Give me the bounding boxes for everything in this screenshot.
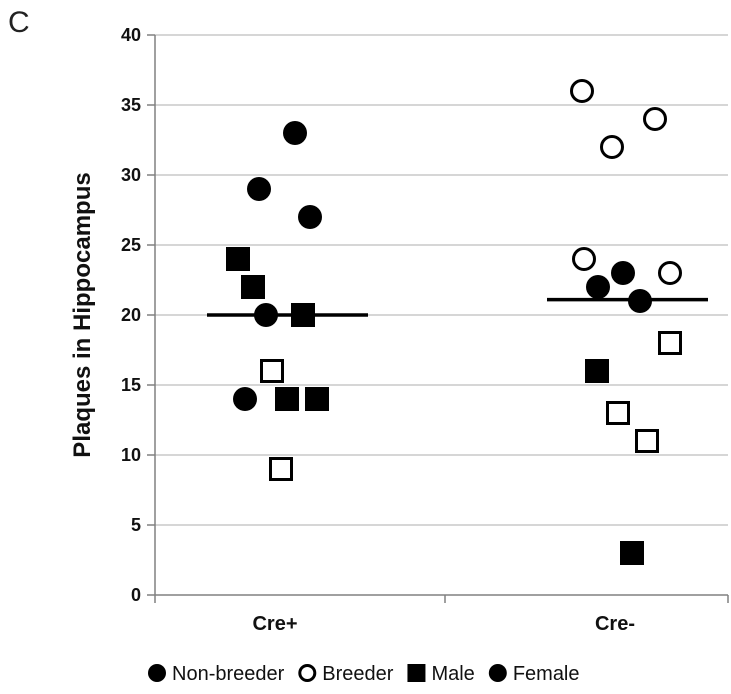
legend-label: Non-breeder [172,663,285,685]
data-point-filled-square [291,303,315,327]
legend-item: Non-breeder [148,663,285,685]
legend-marker-filled-circle [148,664,166,682]
data-point-filled-square [305,387,329,411]
data-point-filled-circle [247,177,271,201]
data-point-open-circle [658,261,682,285]
data-point-filled-square [241,275,265,299]
data-points [226,79,682,565]
legend-item: Female [488,663,580,685]
data-point-filled-square [585,359,609,383]
data-point-filled-circle [586,275,610,299]
y-tick-label: 15 [121,375,141,395]
y-tick-label: 40 [121,25,141,45]
y-tick-label: 5 [131,515,141,535]
y-tick-label: 25 [121,235,141,255]
y-tick-label: 10 [121,445,141,465]
legend-marker-open-circle [298,664,317,682]
data-point-open-square [606,401,630,425]
x-tick-label: Cre+ [252,613,297,635]
panel-letter: C [8,6,30,39]
axes: 0 5 10 15 20 25 30 35 40 Cre+ Cre- [121,25,729,635]
legend-item: Male [407,663,475,685]
data-point-filled-circle [283,121,307,145]
data-point-open-circle [572,247,596,271]
y-tick-label: 0 [131,585,141,605]
data-point-open-square [260,359,284,383]
data-point-filled-circle [611,261,635,285]
data-point-open-circle [600,135,624,159]
data-point-open-square [269,457,293,481]
data-point-open-square [658,331,682,355]
mean-lines [207,297,708,317]
legend-marker-filled-square [407,664,426,682]
data-point-filled-circle [254,303,278,327]
y-axis-label: Plaques in Hippocampus [69,172,96,457]
data-point-open-square [635,429,659,453]
y-tick-label: 35 [121,95,141,115]
data-point-open-circle [570,79,594,103]
data-point-filled-circle [298,205,322,229]
legend-label: Male [431,663,474,685]
data-point-filled-square [620,541,644,565]
legend-label: Female [513,663,580,685]
legend-item: Breeder [298,663,394,685]
data-point-filled-circle [233,387,257,411]
data-point-open-circle [643,107,667,131]
data-point-filled-circle [628,289,652,313]
legend: Non-breeder Breeder Male Female [148,663,580,685]
data-point-filled-square [226,247,250,271]
legend-label: Breeder [322,663,393,685]
legend-marker-filled-circle [488,664,507,682]
data-point-filled-square [275,387,299,411]
y-tick-label: 30 [121,165,141,185]
y-tick-label: 20 [121,305,141,325]
x-tick-label: Cre- [595,613,635,635]
